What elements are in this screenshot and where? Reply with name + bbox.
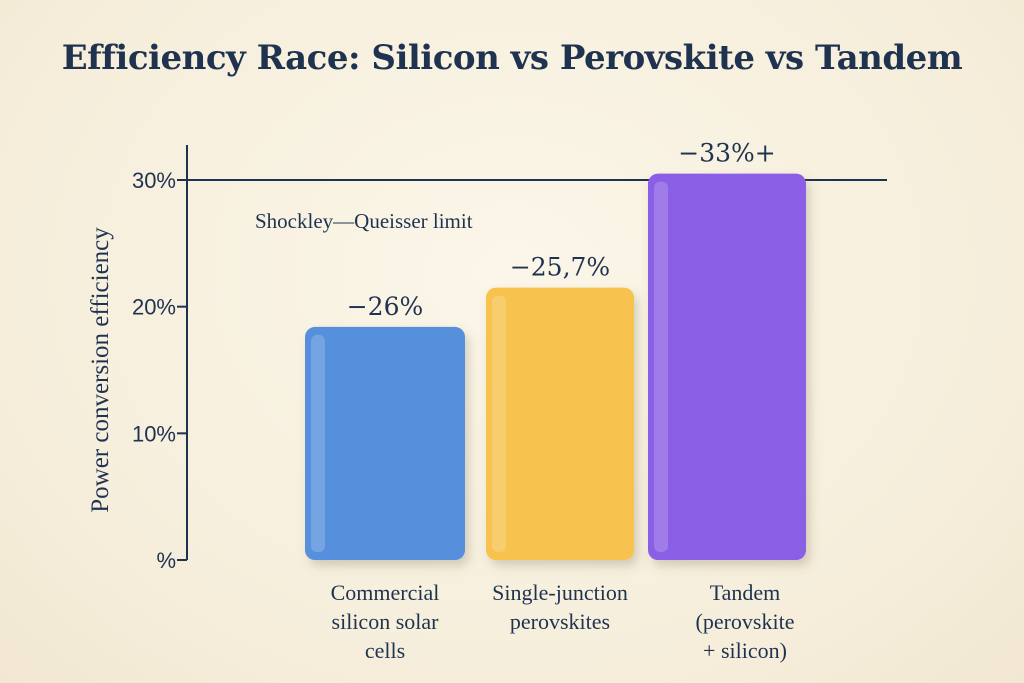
bar — [486, 287, 634, 560]
x-category-label: (perovskite — [696, 609, 795, 634]
bar-data-label: −25,7% — [510, 253, 610, 282]
bar-highlight — [654, 181, 668, 552]
x-category-label: cells — [365, 638, 405, 663]
x-category-label: Commercial — [331, 580, 440, 605]
x-category-label: Single-junction — [492, 580, 628, 605]
y-tick-label: % — [156, 548, 176, 573]
x-category-label: + silicon) — [703, 638, 787, 663]
y-tick-label: 10% — [132, 421, 176, 446]
reference-line-label: Shockley—Queisser limit — [255, 209, 473, 233]
bar-highlight — [311, 334, 325, 552]
chart-title: Efficiency Race: Silicon vs Perovskite v… — [61, 38, 963, 78]
bar-highlight — [492, 295, 506, 552]
bar — [305, 326, 465, 560]
x-category-label: silicon solar — [332, 609, 440, 634]
x-category-label: perovskites — [510, 609, 610, 634]
bar-data-label: −33%+ — [678, 139, 775, 168]
bar-data-label: −26% — [347, 292, 424, 321]
bar — [648, 173, 806, 560]
bar-group — [486, 287, 634, 560]
bar-group — [305, 326, 465, 560]
x-category-label: Tandem — [710, 580, 781, 605]
bar-group — [648, 173, 806, 560]
y-axis-label: Power conversion efficiency — [87, 227, 114, 513]
y-tick-label: 20% — [132, 295, 176, 320]
y-tick-label: 30% — [132, 168, 176, 193]
